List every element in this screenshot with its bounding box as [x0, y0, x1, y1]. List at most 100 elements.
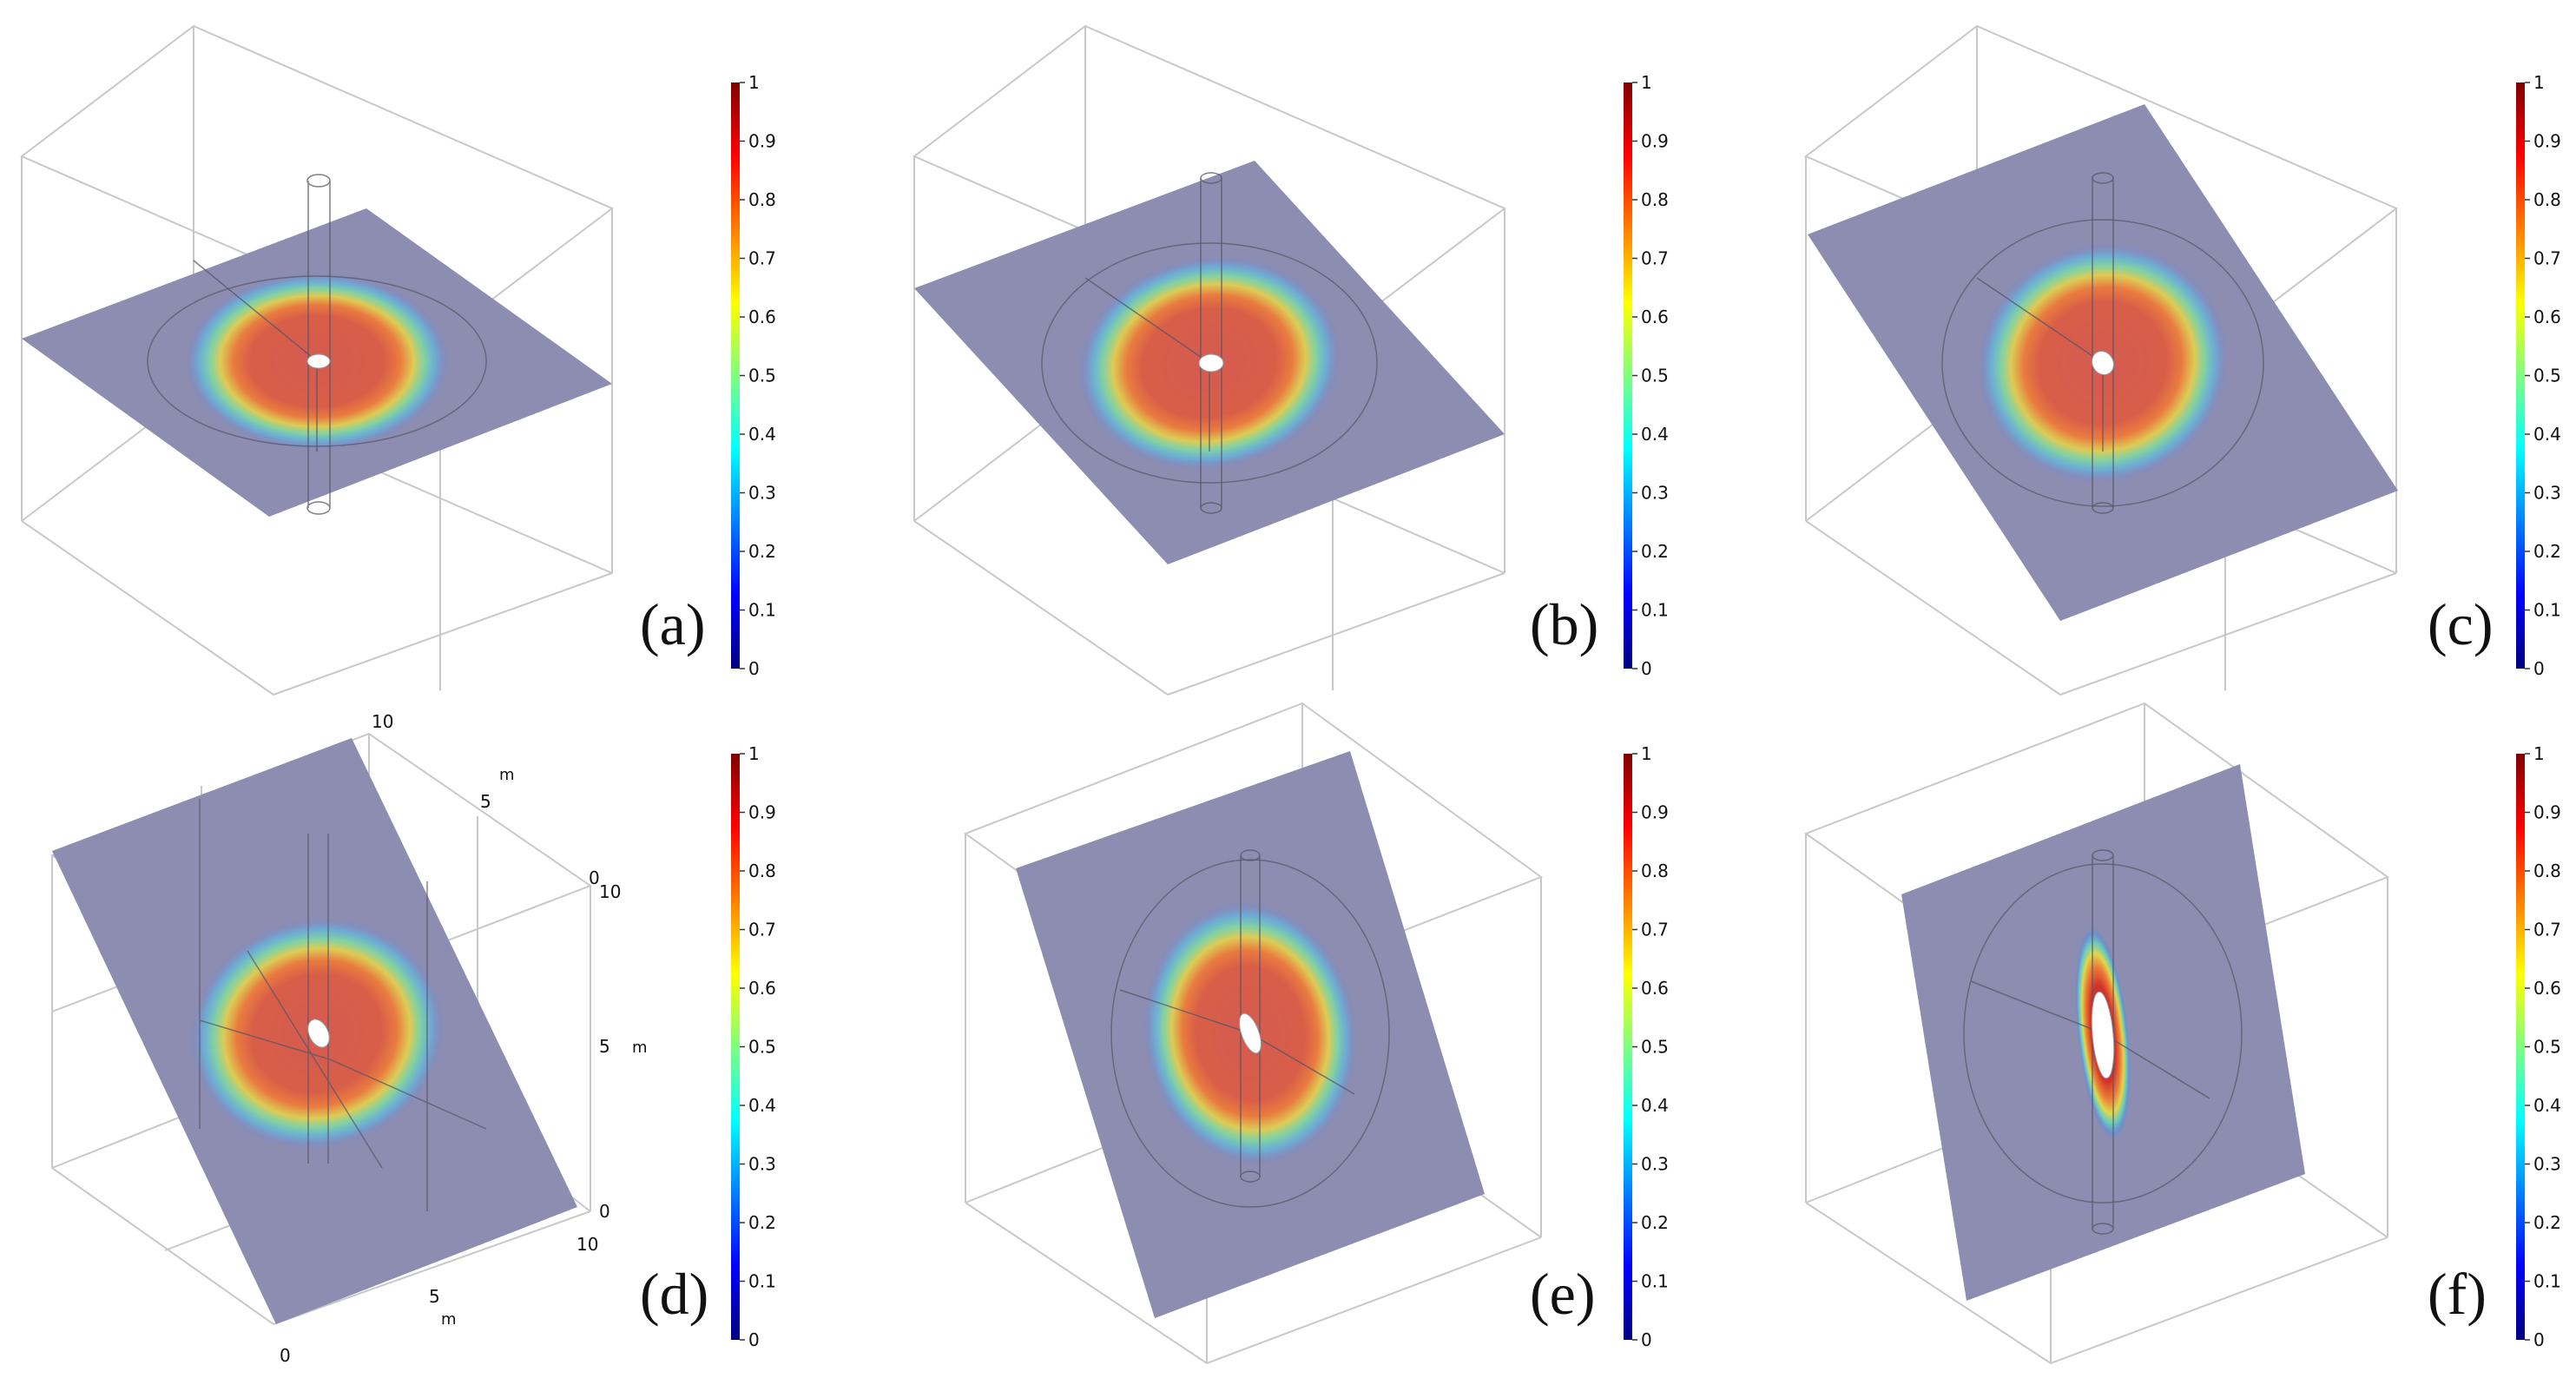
colorbars: 1 0.9 0.8 0.7 0.6 0.5 0.4 0.3 0.2 0.1 0 1 0.9 0.8 0.7 0…: [731, 72, 2561, 1350]
x-tick-0: 0: [280, 1345, 291, 1366]
colorbar-tick-label: 0.9: [748, 131, 776, 152]
wellbore: [1976, 172, 2114, 514]
panel-d: 10 m 5 0 10 5 m 0 10 5 m 0: [49, 711, 648, 1366]
wellbore-hole: [1239, 1012, 1262, 1054]
colorbar-tick-label: 0.6: [1641, 978, 1669, 999]
colorbar-tick-label: 0.1: [748, 1271, 776, 1292]
outer-circle: [1041, 242, 1378, 484]
colorbar-tick-label: 0.9: [1641, 131, 1669, 152]
colorbar-tick-label: 0.8: [2533, 861, 2561, 881]
x-axis-unit: m: [441, 1310, 457, 1329]
x-tick-10: 10: [576, 1234, 598, 1255]
colorbar-tick-label: 0.8: [748, 189, 776, 210]
colorbar-b: 1 0.9 0.8 0.7 0.6 0.5 0.4 0.3 0.2 0.1 0: [1624, 72, 1669, 679]
y-tick-0: 0: [589, 867, 600, 888]
colorbar-tick-label: 0.2: [748, 541, 776, 562]
wellbore: [193, 174, 331, 515]
colorbar-gradient: [2516, 82, 2525, 669]
colorbar-tick-label: 0.7: [1641, 248, 1669, 269]
colorbar-tick-label: 0.4: [748, 1095, 776, 1116]
wellbore-hole: [2091, 991, 2115, 1079]
colorbar-tick-label: 0.9: [2533, 802, 2561, 823]
panel-label-d: (d): [640, 1261, 708, 1327]
colorbar-tick-label: 0.4: [1641, 1095, 1669, 1116]
colorbar-tick-label: 0.2: [748, 1212, 776, 1233]
wellbore: [199, 799, 487, 1211]
wellbore-hole: [2091, 350, 2115, 376]
panel-b: [912, 24, 1506, 696]
wellbore-hole: [307, 1019, 330, 1048]
colorbar-tick-label: 0.8: [1641, 861, 1669, 881]
wellbore-hole: [1198, 353, 1224, 373]
colorbar-tick-label: 0.2: [1641, 541, 1669, 562]
outer-circle: [1941, 219, 2264, 507]
colorbar-tick-label: 0.9: [2533, 131, 2561, 152]
colorbar-tick-label: 0.5: [748, 366, 776, 386]
colorbar-tick-label: 0.3: [748, 1154, 776, 1175]
colorbar-gradient: [2516, 754, 2525, 1340]
colorbar-tick-label: 0.6: [748, 307, 776, 327]
panel-label-b: (b): [1530, 591, 1598, 657]
colorbar-e: 1 0.9 0.8 0.7 0.6 0.5 0.4 0.3 0.2 0.1 0: [1624, 743, 1669, 1350]
colorbar-tick-label: 0.6: [1641, 307, 1669, 327]
z-tick-top: 10: [372, 711, 393, 732]
colorbar-tick-label: 0.4: [2533, 1095, 2561, 1116]
z-axis-unit-top: m: [499, 766, 515, 784]
colorbar-tick-label: 1: [1641, 72, 1652, 93]
colorbar-tick-label: 0: [748, 658, 760, 679]
wellbore: [1084, 172, 1222, 514]
colorbar-tick-label: 0.3: [1641, 483, 1669, 504]
colorbar-tick-label: 1: [748, 743, 760, 764]
outer-circle: [1110, 859, 1390, 1208]
panel-labels: (a) (b) (c) (d) (e) (f): [640, 591, 2493, 1327]
wellbore-hole: [306, 353, 331, 369]
y-tick-5: 5: [599, 1036, 610, 1057]
y-tick-10: 10: [599, 881, 621, 902]
panel-f: [1803, 702, 2390, 1364]
colorbar-tick-label: 0.7: [2533, 920, 2561, 940]
colorbar-tick-label: 0.8: [748, 861, 776, 881]
colorbar-d: 1 0.9 0.8 0.7 0.6 0.5 0.4 0.3 0.2 0.1 0: [731, 743, 776, 1350]
colorbar-gradient: [731, 754, 740, 1340]
colorbar-tick-label: 0.7: [748, 920, 776, 940]
colorbar-tick-label: 0.3: [2533, 1154, 2561, 1175]
colorbar-tick-label: 0.6: [2533, 307, 2561, 327]
colorbar-tick-label: 0.4: [748, 424, 776, 445]
panel-e: [963, 702, 1544, 1364]
colorbar-tick-label: 0.4: [2533, 424, 2561, 445]
wellbore: [1119, 849, 1355, 1183]
colorbar-tick-label: 0.2: [2533, 541, 2561, 562]
colorbar-gradient: [731, 82, 740, 669]
colorbar-tick-label: 0.8: [2533, 189, 2561, 210]
colorbar-tick-label: 0.5: [1641, 1037, 1669, 1058]
colorbar-a: 1 0.9 0.8 0.7 0.6 0.5 0.4 0.3 0.2 0.1 0: [731, 72, 776, 679]
colorbar-tick-label: 0: [1641, 1329, 1652, 1350]
colorbar-tick-label: 1: [1641, 743, 1652, 764]
panel-a: [20, 24, 614, 696]
colorbar-tick-label: 0.2: [2533, 1212, 2561, 1233]
colorbar-c: 1 0.9 0.8 0.7 0.6 0.5 0.4 0.3 0.2 0.1 0: [2516, 72, 2561, 679]
colorbar-tick-label: 0.9: [748, 802, 776, 823]
colorbar-tick-label: 0.5: [2533, 1037, 2561, 1058]
colorbar-tick-label: 0: [2533, 658, 2545, 679]
colorbar-tick-label: 0.3: [2533, 483, 2561, 504]
colorbar-tick-label: 0.7: [1641, 920, 1669, 940]
colorbar-tick-label: 0.4: [1641, 424, 1669, 445]
colorbar-tick-label: 0.3: [1641, 1154, 1669, 1175]
colorbar-tick-label: 0.3: [748, 483, 776, 504]
colorbar-tick-label: 1: [748, 72, 760, 93]
panel-label-c: (c): [2428, 591, 2493, 657]
colorbar-tick-label: 0.6: [748, 978, 776, 999]
colorbar-tick-label: 0.5: [2533, 366, 2561, 386]
panel-label-a: (a): [640, 591, 705, 657]
colorbar-tick-label: 0.1: [2533, 600, 2561, 621]
y-tick-bottom: 0: [599, 1201, 610, 1222]
panel-label-e: (e): [1530, 1261, 1595, 1327]
colorbar-tick-label: 1: [2533, 743, 2545, 764]
colorbar-tick-label: 0.7: [2533, 248, 2561, 269]
colorbar-tick-label: 0: [1641, 658, 1652, 679]
colorbar-tick-label: 0.2: [1641, 1212, 1669, 1233]
colorbar-tick-label: 0: [748, 1329, 760, 1350]
